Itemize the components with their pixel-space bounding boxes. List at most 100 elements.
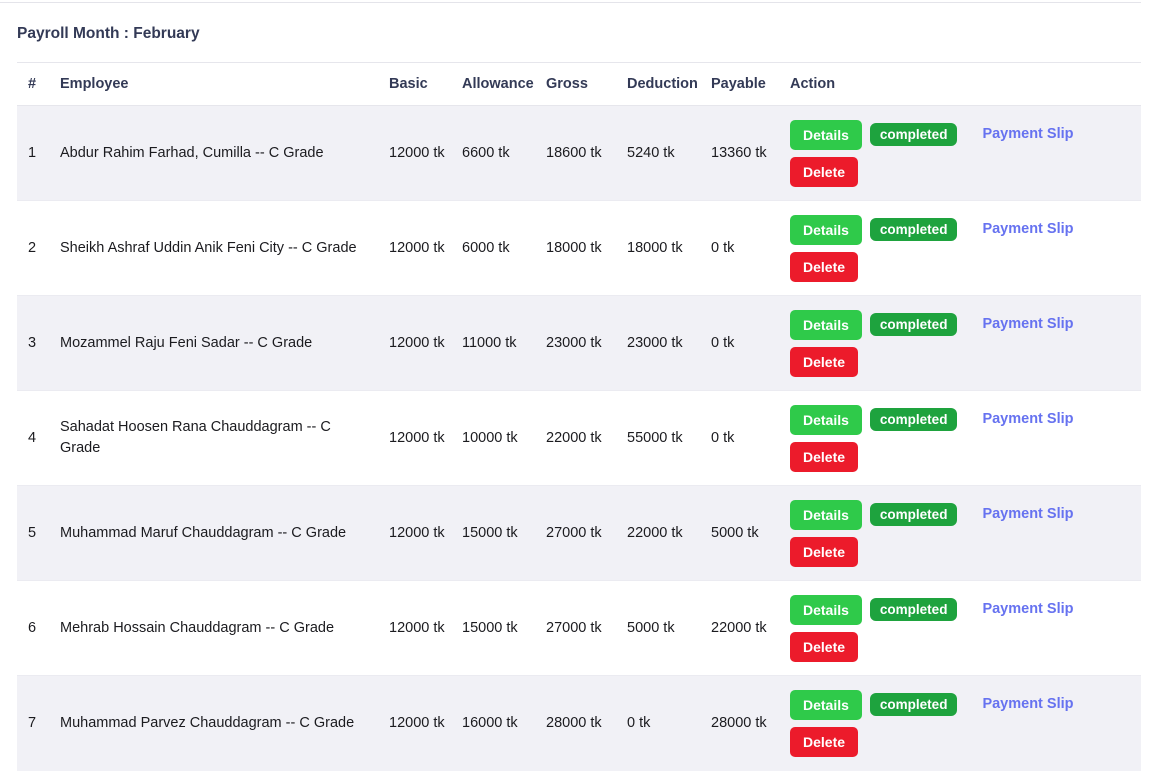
table-row: 2 Sheikh Ashraf Uddin Anik Feni City -- … (17, 200, 1141, 296)
details-button[interactable]: Details (790, 594, 862, 625)
deduction-value: 23000 tk (627, 334, 683, 351)
allowance-value: 11000 tk (462, 334, 517, 351)
basic-value: 12000 tk (389, 429, 445, 446)
delete-button[interactable]: Delete (790, 536, 859, 567)
action-cell: Details completed Payment Slip Delete (779, 106, 1141, 201)
basic-value: 12000 tk (389, 334, 445, 351)
delete-button[interactable]: Delete (790, 346, 859, 377)
allowance-value: 6600 tk (462, 144, 510, 161)
allowance-value: 6000 tk (462, 239, 510, 256)
employee-name: Mehrab Hossain Chauddagram -- C Grade (60, 619, 335, 636)
details-button[interactable]: Details (790, 689, 862, 720)
employee-name: Mozammel Raju Feni Sadar -- C Grade (60, 334, 313, 351)
action-cell: Details completed Payment Slip Delete (779, 676, 1141, 771)
payable-value: 0 tk (711, 239, 735, 256)
action-cell: Details completed Payment Slip Delete (779, 486, 1141, 581)
action-cell: Details completed Payment Slip Delete (779, 391, 1141, 486)
table-row: 7 Muhammad Parvez Chauddagram -- C Grade… (17, 675, 1141, 771)
payment-slip-link[interactable]: Payment Slip (982, 221, 1074, 237)
payment-slip-link[interactable]: Payment Slip (982, 506, 1074, 522)
row-number: 6 (28, 619, 37, 636)
allowance-value: 15000 tk (462, 619, 518, 636)
column-header-number: # (17, 62, 49, 106)
employee-name: Sheikh Ashraf Uddin Anik Feni City -- C … (60, 239, 357, 256)
column-header-action: Action (779, 62, 1141, 106)
gross-value: 28000 tk (546, 714, 602, 731)
gross-value: 23000 tk (546, 334, 602, 351)
table-row: 4 Sahadat Hoosen Rana Chauddagram -- C G… (17, 390, 1141, 486)
status-badge: completed (869, 313, 958, 336)
gross-value: 18000 tk (546, 239, 602, 256)
deduction-value: 18000 tk (627, 239, 683, 256)
details-button[interactable]: Details (790, 499, 862, 530)
payroll-table: # Employee Basic Allowance Gross Deducti… (17, 62, 1141, 771)
payroll-card: Payroll Month : February # Employee Basi… (0, 2, 1141, 771)
status-badge: completed (869, 123, 958, 146)
deduction-value: 22000 tk (627, 524, 683, 541)
gross-value: 27000 tk (546, 524, 602, 541)
details-button[interactable]: Details (790, 119, 862, 150)
row-number: 7 (28, 714, 37, 731)
payment-slip-link[interactable]: Payment Slip (982, 126, 1074, 142)
allowance-value: 15000 tk (462, 524, 518, 541)
deduction-value: 5240 tk (627, 144, 675, 161)
details-button[interactable]: Details (790, 214, 862, 245)
delete-button[interactable]: Delete (790, 251, 859, 282)
row-number: 2 (28, 239, 37, 256)
column-header-basic: Basic (378, 62, 451, 106)
table-row: 1 Abdur Rahim Farhad, Cumilla -- C Grade… (17, 105, 1141, 201)
details-button[interactable]: Details (790, 309, 862, 340)
payable-value: 0 tk (711, 334, 735, 351)
action-cell: Details completed Payment Slip Delete (779, 296, 1141, 391)
payment-slip-link[interactable]: Payment Slip (982, 696, 1074, 713)
delete-button[interactable]: Delete (790, 441, 859, 472)
delete-button[interactable]: Delete (790, 631, 859, 662)
payable-value: 28000 tk (711, 714, 767, 731)
status-badge: completed (869, 503, 958, 526)
payment-slip-link[interactable]: Payment Slip (982, 601, 1074, 617)
employee-name: Muhammad Maruf Chauddagram -- C Grade (60, 524, 347, 541)
employee-name: Muhammad Parvez Chauddagram -- C Grade (60, 714, 355, 731)
column-header-deduction: Deduction (616, 62, 700, 106)
basic-value: 12000 tk (389, 144, 445, 161)
row-number: 3 (28, 334, 37, 351)
employee-name: Sahadat Hoosen Rana Chauddagram -- C Gra… (60, 419, 331, 456)
payable-value: 5000 tk (711, 524, 759, 541)
basic-value: 12000 tk (389, 239, 445, 256)
column-header-employee: Employee (49, 62, 378, 106)
column-header-allowance: Allowance (451, 62, 535, 106)
payable-value: 0 tk (711, 429, 735, 446)
row-number: 1 (28, 144, 37, 161)
gross-value: 22000 tk (546, 429, 602, 446)
gross-value: 27000 tk (546, 619, 602, 636)
page-title: Payroll Month : February (17, 25, 200, 42)
deduction-value: 55000 tk (627, 429, 683, 446)
payment-slip-link[interactable]: Payment Slip (982, 411, 1074, 427)
table-row: 6 Mehrab Hossain Chauddagram -- C Grade … (17, 580, 1141, 676)
basic-value: 12000 tk (389, 714, 445, 731)
status-badge: completed (869, 693, 958, 717)
row-number: 4 (28, 429, 37, 446)
action-cell: Details completed Payment Slip Delete (779, 201, 1141, 296)
delete-button[interactable]: Delete (790, 726, 859, 757)
column-header-payable: Payable (700, 62, 779, 106)
payment-slip-link[interactable]: Payment Slip (982, 316, 1074, 332)
basic-value: 12000 tk (389, 524, 445, 541)
action-cell: Details completed Payment Slip Delete (779, 581, 1141, 676)
status-badge: completed (869, 408, 958, 431)
deduction-value: 0 tk (627, 714, 651, 731)
row-number: 5 (28, 524, 37, 541)
status-badge: completed (869, 598, 958, 621)
table-row: 3 Mozammel Raju Feni Sadar -- C Grade 12… (17, 295, 1141, 391)
gross-value: 18600 tk (546, 144, 602, 161)
status-badge: completed (869, 218, 958, 241)
delete-button[interactable]: Delete (790, 156, 859, 187)
payable-value: 13360 tk (711, 144, 767, 161)
table-row: 5 Muhammad Maruf Chauddagram -- C Grade … (17, 485, 1141, 581)
allowance-value: 16000 tk (462, 714, 518, 731)
basic-value: 12000 tk (389, 619, 445, 636)
details-button[interactable]: Details (790, 404, 862, 435)
employee-name: Abdur Rahim Farhad, Cumilla -- C Grade (60, 144, 324, 161)
column-header-gross: Gross (535, 62, 616, 106)
deduction-value: 5000 tk (627, 619, 675, 636)
